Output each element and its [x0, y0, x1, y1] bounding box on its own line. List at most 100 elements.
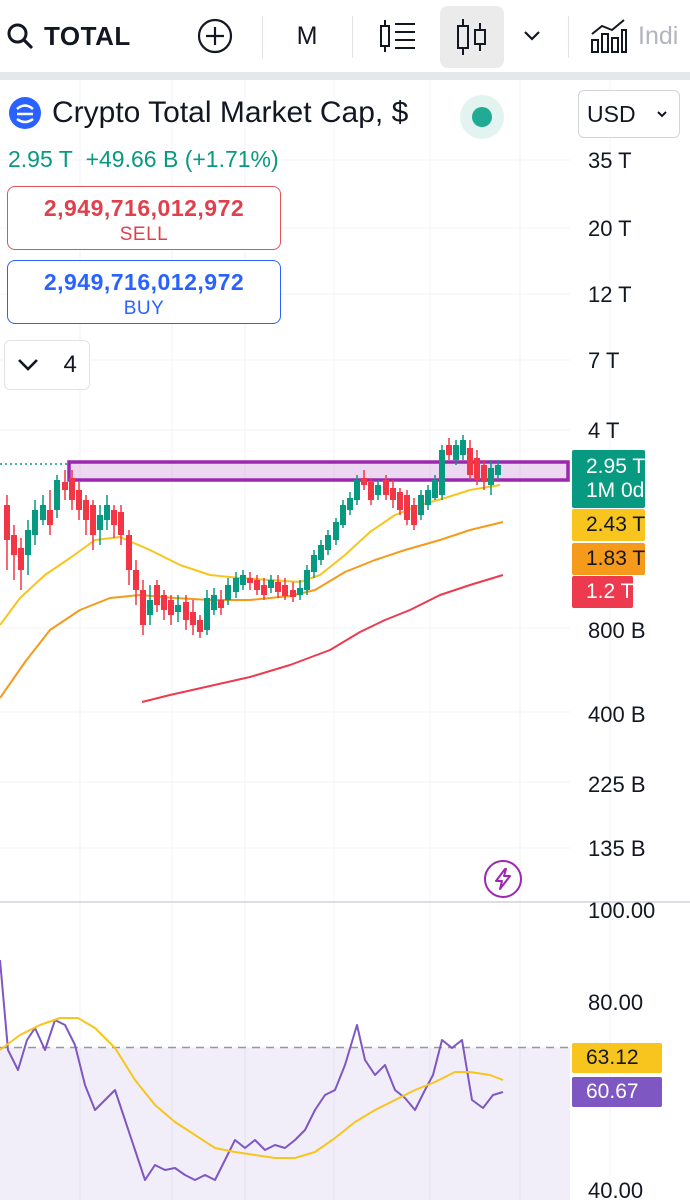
candle-body: [154, 585, 160, 605]
candle-body: [54, 480, 60, 510]
chevron-down-icon: [657, 111, 667, 118]
quote-summary: 2.95 T +49.66 B (+1.71%): [8, 146, 279, 173]
market-status-indicator[interactable]: [460, 95, 504, 139]
bar-style-icon: [380, 20, 415, 52]
currency-select[interactable]: USD: [578, 90, 680, 138]
interval-button[interactable]: M: [282, 0, 332, 72]
candle-body: [218, 600, 224, 608]
candle-body: [247, 578, 253, 583]
candle-body: [460, 440, 466, 455]
symbol-search-button[interactable]: TOTAL: [6, 0, 156, 72]
buy-price: 2,949,716,012,972: [43, 269, 245, 295]
price-axis-label: 7 T: [588, 348, 620, 373]
bar-style-button[interactable]: [372, 0, 426, 72]
rsi-pane: [0, 959, 570, 1200]
candle-body: [204, 598, 210, 630]
change-value: +49.66 B: [85, 146, 179, 172]
chart-title: Crypto Total Market Cap, $: [8, 96, 408, 130]
candle-body: [62, 482, 68, 490]
candle-body: [168, 600, 174, 615]
toolbar-divider: [568, 16, 569, 58]
candle-body: [40, 505, 46, 520]
bar-countdown: 1M 0d: [586, 479, 645, 502]
status-dot-icon: [472, 107, 492, 127]
candle-body: [375, 485, 381, 495]
candle-body: [25, 530, 31, 555]
candle-body: [261, 585, 267, 595]
symbol-name: TOTAL: [44, 20, 131, 51]
candle-body: [467, 448, 473, 475]
ma-fast-line: [0, 484, 501, 626]
price-axis-label: 4 T: [588, 418, 620, 443]
indicators-icon: [591, 19, 627, 53]
candle-body: [354, 480, 360, 500]
buy-button[interactable]: 2,949,716,012,972 BUY: [7, 260, 281, 324]
candle-body: [190, 612, 196, 625]
rsi-axis-label: 40.00: [588, 1178, 644, 1203]
candle-body: [197, 620, 203, 632]
candle-body: [254, 580, 260, 590]
sell-label: SELL: [119, 224, 169, 245]
exchange-logo-icon: [9, 97, 41, 129]
price-axis-label: 225 B: [588, 772, 646, 797]
candle-body: [347, 498, 353, 510]
candle-body: [126, 535, 132, 570]
currency-value: USD: [587, 100, 636, 127]
toolbar-divider: [262, 16, 263, 58]
candle-body: [97, 515, 103, 530]
candle-body: [282, 585, 288, 596]
candle-body: [397, 492, 403, 510]
candle-body: [453, 445, 459, 460]
rsi-tag: 60.67: [572, 1077, 662, 1107]
chart-type-dropdown[interactable]: [514, 0, 550, 72]
candle-body: [76, 490, 82, 510]
candle-body: [446, 445, 452, 455]
candle-body: [69, 478, 75, 500]
candle-body: [240, 575, 246, 585]
chevron-down-icon: [18, 359, 39, 371]
candle-body: [147, 600, 153, 615]
candle-body: [318, 545, 324, 560]
candle-body: [118, 512, 124, 535]
buy-label: BUY: [123, 298, 165, 319]
price-axis-label: 12 T: [588, 282, 632, 307]
compare-button[interactable]: [190, 0, 240, 72]
candle-body: [11, 535, 17, 555]
top-toolbar: TOTAL M: [0, 0, 690, 76]
candle-body: [290, 590, 296, 597]
price-axis-label: 800 B: [588, 618, 646, 643]
candle-body: [340, 505, 346, 525]
candle-body: [111, 510, 117, 525]
candle-body: [32, 510, 38, 535]
price-axis-label: 35 T: [588, 148, 632, 173]
last-price-value: 2.95 T: [586, 455, 646, 478]
lightning-button[interactable]: [484, 860, 522, 898]
indicators-count: 4: [63, 351, 77, 378]
candle-body: [90, 505, 96, 535]
candle-body: [368, 482, 374, 500]
rsi-ma-tag: 63.12: [572, 1043, 662, 1073]
rsi-ma-line: [0, 1017, 504, 1159]
candle-body: [268, 580, 274, 588]
indicators-button[interactable]: Indi: [588, 0, 690, 72]
indicators-collapse-button[interactable]: 4: [4, 340, 90, 390]
candle-body: [211, 595, 217, 610]
sell-button[interactable]: 2,949,716,012,972 SELL: [7, 186, 281, 250]
toolbar-divider: [352, 16, 353, 58]
candle-body: [333, 522, 339, 540]
chart-title-text: Crypto Total Market Cap, $: [52, 96, 409, 129]
last-price-tag: 2.95 T 1M 0d: [572, 450, 646, 508]
candle-body: [425, 490, 431, 505]
candle-body: [225, 585, 231, 600]
moving-averages: [0, 484, 504, 703]
rsi-axis-label: 100.00: [588, 898, 656, 923]
price-axis-label: 135 B: [588, 836, 646, 861]
candle-body: [140, 590, 146, 625]
candle-body: [133, 570, 139, 590]
candle-style-button[interactable]: [440, 6, 504, 68]
candle-body: [161, 595, 167, 610]
rsi-band-fill: [0, 1047, 570, 1200]
candle-body: [390, 488, 396, 500]
rsi-axis-label: 80.00: [588, 990, 644, 1015]
